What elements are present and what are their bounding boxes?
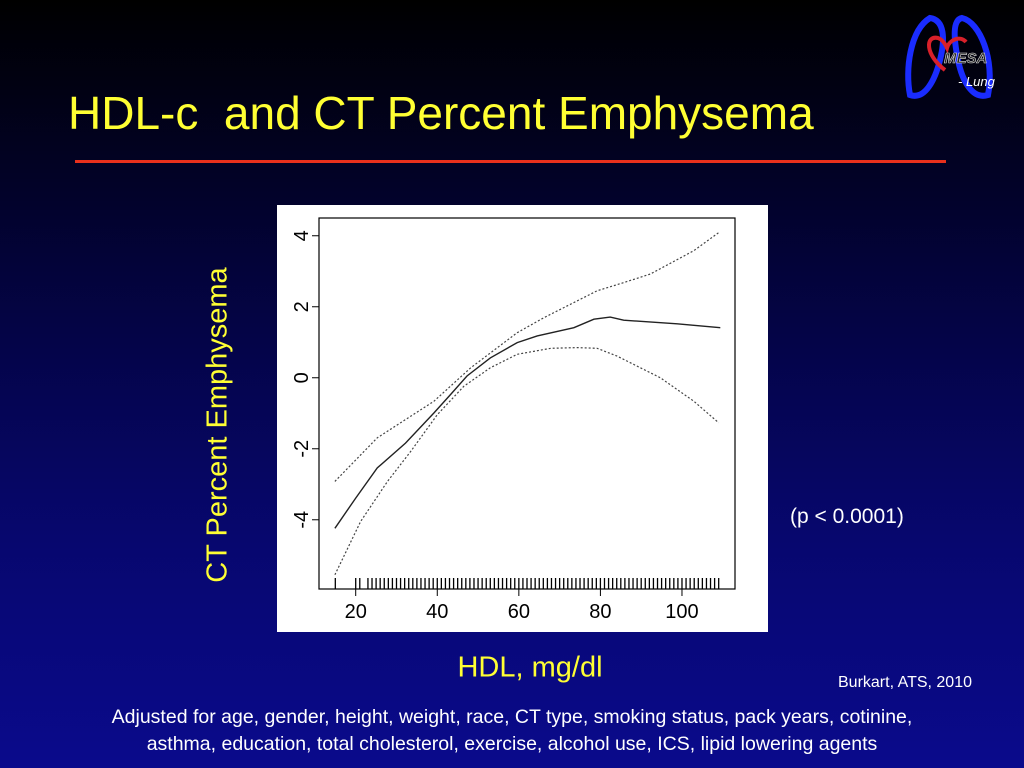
footnote-line: asthma, education, total cholesterol, ex… [146, 733, 878, 755]
adjustment-footnote: Adjusted for age, gender, height, weight… [0, 704, 1024, 758]
y-tick-label: -4 [291, 511, 313, 529]
p-value: (p < 0.0001) [790, 505, 904, 528]
y-tick-label: 0 [291, 372, 313, 383]
y-tick-label: -2 [291, 440, 313, 458]
gam-plot: 20 40 60 80 100 -4 -2 0 2 4 [291, 217, 736, 623]
y-axis-label: CT Percent Emphysema [201, 267, 234, 583]
x-tick-label: 80 [589, 601, 611, 623]
logo-suffix: - Lung [958, 74, 996, 89]
mesa-lung-logo: MESA - Lung [905, 14, 996, 99]
x-tick-label: 40 [426, 601, 448, 623]
fit-line [334, 316, 721, 529]
slide-title: HDL-c and CT Percent Emphysema [68, 87, 814, 139]
x-tick-label: 20 [345, 601, 367, 623]
x-tick-label: 100 [665, 601, 698, 623]
footnote-line: Adjusted for age, gender, height, weight… [111, 706, 913, 728]
chart-panel: 20 40 60 80 100 -4 -2 0 2 4 [277, 205, 768, 632]
citation: Burkart, ATS, 2010 [838, 674, 972, 691]
logo-text: MESA [944, 50, 987, 67]
upper-ci-line [334, 232, 720, 482]
lower-ci-line [334, 346, 720, 576]
plot-frame [318, 217, 736, 590]
x-tick-label: 60 [508, 601, 530, 623]
y-tick-label: 2 [291, 301, 313, 312]
x-axis-label: HDL, mg/dl [457, 651, 603, 684]
y-tick-label: 4 [291, 230, 313, 241]
title-divider [75, 160, 946, 163]
